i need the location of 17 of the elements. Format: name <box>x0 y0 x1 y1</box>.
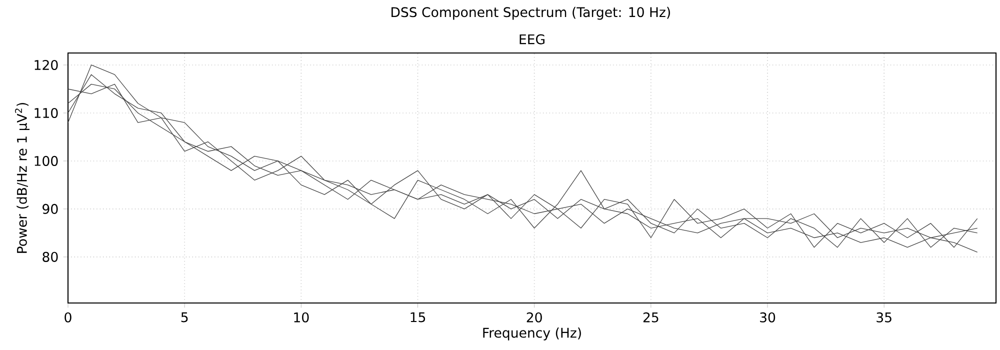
y-axis-title: Power (dB/Hz re 1 µV$^{2}$) <box>15 102 30 253</box>
y-tick-label: 100 <box>34 156 58 166</box>
x-tick-label: 10 <box>294 312 309 322</box>
chart-subtitle: EEG <box>520 34 544 44</box>
x-tick-label: 20 <box>526 312 542 322</box>
y-tick-label: 90 <box>42 204 58 214</box>
x-axis-title: Frequency (Hz) <box>483 328 581 340</box>
chart-title: DSS Component Spectrum (Target: 10 Hz) <box>392 6 670 20</box>
y-tick-label: 110 <box>34 108 58 118</box>
x-tick-label: 5 <box>181 312 188 322</box>
x-tick-label: 15 <box>410 312 426 322</box>
x-tick-label: 25 <box>643 312 658 322</box>
x-tick-label: 0 <box>64 312 72 322</box>
y-tick-label: 120 <box>34 60 58 70</box>
y-tick-label: 80 <box>42 252 58 262</box>
x-tick-label: 35 <box>876 312 892 322</box>
x-tick-label: 30 <box>760 312 776 322</box>
